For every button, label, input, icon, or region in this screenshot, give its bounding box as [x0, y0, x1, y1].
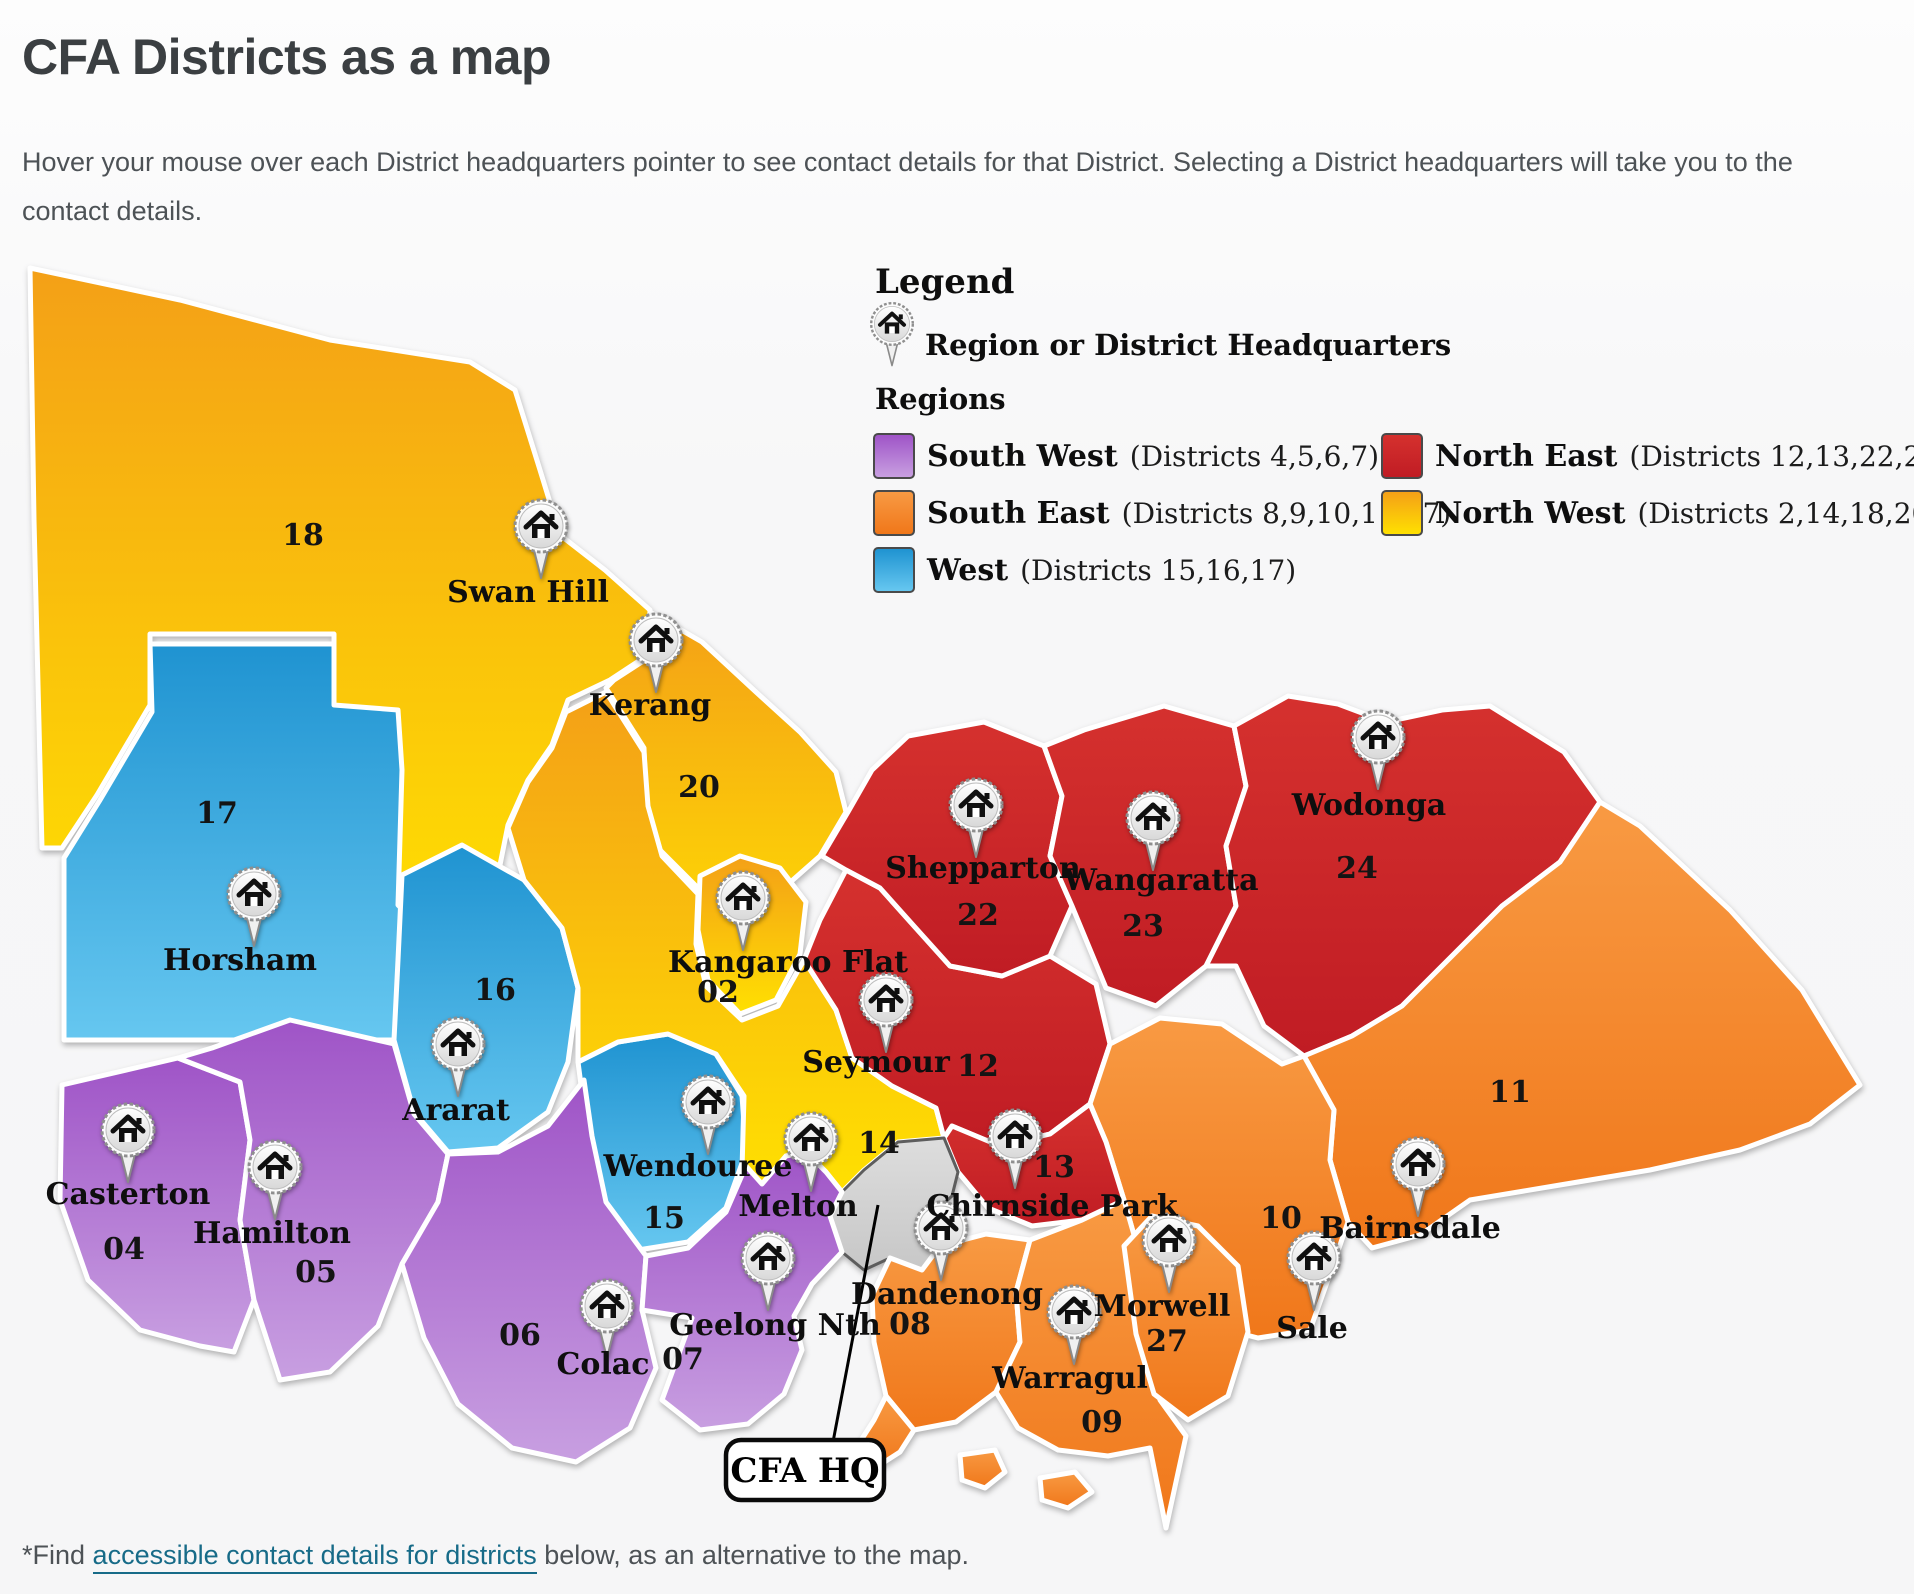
- label-chirnside-park: Chirnside Park: [926, 1189, 1178, 1224]
- cfa-hq-callout-label: CFA HQ: [730, 1451, 879, 1491]
- label-warragul: Warragul: [991, 1361, 1148, 1396]
- label-geelong-nth: Geelong Nth: [669, 1308, 881, 1343]
- label-shepparton: Shepparton: [885, 851, 1081, 886]
- label-kerang: Kerang: [589, 688, 712, 723]
- label-wangaratta: Wangaratta: [1062, 863, 1258, 898]
- district-23-number: 23: [1122, 909, 1164, 944]
- district-05-region[interactable]: [175, 1017, 451, 1383]
- district-10-number: 10: [1260, 1201, 1302, 1236]
- footer-prefix: *Find: [22, 1540, 93, 1570]
- district-07-region[interactable]: [639, 1149, 845, 1433]
- district-16-number: 16: [474, 973, 516, 1008]
- label-horsham: Horsham: [163, 943, 317, 978]
- label-dandenong: Dandenong: [851, 1277, 1043, 1312]
- district-14-number: 14: [858, 1126, 900, 1161]
- district-13-number: 13: [1033, 1150, 1075, 1185]
- district-08-number: 08: [889, 1307, 931, 1342]
- page-subtitle: Hover your mouse over each District head…: [22, 147, 1793, 226]
- district-02-number: 02: [697, 975, 739, 1010]
- page-footer: *Find accessible contact details for dis…: [22, 1540, 969, 1574]
- district-18-number: 18: [282, 518, 324, 553]
- page-title: CFA Districts as a map: [22, 29, 552, 85]
- label-wendouree: Wendouree: [603, 1149, 793, 1184]
- district-05-number: 05: [295, 1255, 337, 1290]
- district-04-number: 04: [103, 1232, 145, 1267]
- label-seymour: Seymour: [802, 1045, 951, 1080]
- district-12-number: 12: [957, 1049, 999, 1084]
- district-15-number: 15: [643, 1201, 685, 1236]
- district-11-number: 11: [1489, 1075, 1531, 1110]
- district-20-number: 20: [678, 770, 720, 805]
- footer-suffix: below, as an alternative to the map.: [536, 1540, 969, 1570]
- label-swan-hill: Swan Hill: [447, 575, 609, 610]
- cfa-hq-callout-box: [723, 1437, 887, 1503]
- district-09-number: 09: [1081, 1405, 1123, 1440]
- label-wodonga: Wodonga: [1291, 788, 1446, 823]
- district-06-region[interactable]: [399, 1077, 659, 1465]
- district-07-number: 07: [662, 1342, 704, 1377]
- label-ararat: Ararat: [401, 1093, 510, 1128]
- label-hamilton: Hamilton: [193, 1216, 351, 1251]
- district-french-island-region[interactable]: [957, 1447, 1008, 1491]
- label-bairnsdale: Bairnsdale: [1319, 1211, 1501, 1246]
- district-phillip-island-region[interactable]: [1037, 1469, 1095, 1511]
- label-melton: Melton: [738, 1189, 858, 1224]
- label-morwell: Morwell: [1094, 1289, 1231, 1324]
- district-27-number: 27: [1146, 1324, 1188, 1359]
- accessible-contacts-link[interactable]: accessible contact details for districts: [92, 1540, 537, 1574]
- label-casterton: Casterton: [46, 1177, 211, 1212]
- district-06-number: 06: [499, 1318, 541, 1353]
- district-17-number: 17: [196, 796, 238, 831]
- district-24-number: 24: [1336, 851, 1378, 886]
- district-11-region[interactable]: [1301, 799, 1863, 1251]
- label-sale: Sale: [1276, 1311, 1348, 1346]
- label-kangaroo-flat: Kangaroo Flat: [668, 945, 908, 980]
- district-22-number: 22: [957, 898, 999, 933]
- label-colac: Colac: [557, 1347, 650, 1382]
